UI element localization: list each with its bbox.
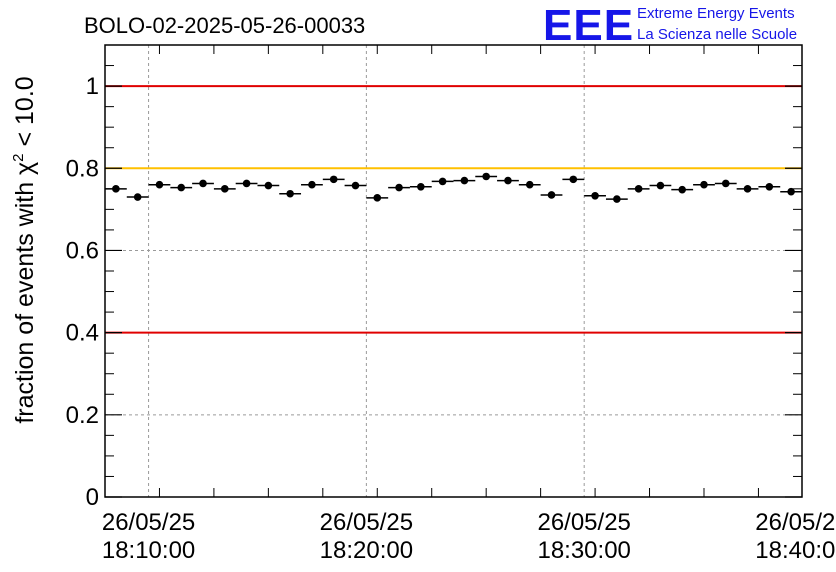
x-tick-label-time: 18:10:00 bbox=[102, 537, 195, 564]
x-tick-label-date: 26/05/25 bbox=[537, 509, 630, 536]
data-point-marker bbox=[438, 177, 447, 186]
y-tick-label: 0 bbox=[86, 484, 99, 511]
data-point-marker bbox=[591, 192, 599, 200]
data-point-marker bbox=[264, 181, 273, 190]
data-point-marker bbox=[373, 194, 382, 202]
data-point bbox=[780, 187, 802, 196]
data-point bbox=[671, 185, 694, 194]
data-point bbox=[279, 189, 302, 198]
data-point-marker bbox=[504, 176, 512, 185]
data-point-marker bbox=[569, 175, 578, 184]
y-tick-label: 1 bbox=[86, 73, 99, 100]
x-tick-label-date: 26/05/25 bbox=[755, 509, 836, 536]
data-point bbox=[192, 179, 214, 188]
data-point bbox=[409, 182, 432, 191]
data-point bbox=[366, 194, 389, 202]
data-points bbox=[105, 172, 802, 203]
data-point-marker bbox=[700, 180, 708, 189]
data-point bbox=[497, 176, 519, 185]
data-point-marker bbox=[525, 180, 534, 189]
data-point bbox=[693, 180, 715, 189]
data-point bbox=[562, 175, 585, 184]
y-tick-label: 0.2 bbox=[66, 402, 99, 429]
data-point bbox=[736, 185, 759, 193]
chart-title: BOLO-02-2025-05-26-00033 bbox=[84, 13, 365, 38]
data-point-marker bbox=[395, 183, 403, 192]
data-point-marker bbox=[112, 185, 120, 193]
data-point bbox=[714, 179, 737, 188]
x-tick-label-time: 18:20:00 bbox=[320, 537, 413, 564]
y-tick-label: 0.4 bbox=[66, 320, 99, 347]
data-point bbox=[301, 180, 323, 189]
x-tick-label-date: 26/05/25 bbox=[320, 509, 413, 536]
data-point-marker bbox=[634, 185, 643, 193]
data-point bbox=[627, 185, 650, 193]
data-point bbox=[322, 175, 345, 184]
data-point-marker bbox=[613, 195, 621, 203]
y-tick-label: 0.6 bbox=[66, 237, 99, 264]
data-point-marker bbox=[417, 182, 425, 191]
data-point bbox=[170, 183, 193, 192]
data-point bbox=[475, 172, 498, 181]
data-point-marker bbox=[678, 185, 687, 194]
data-point bbox=[518, 180, 541, 189]
data-point-marker bbox=[308, 180, 316, 189]
data-point-marker bbox=[220, 185, 229, 193]
data-point-marker bbox=[133, 193, 142, 201]
data-point bbox=[148, 180, 171, 189]
eee-logo-line1: Extreme Energy Events bbox=[637, 5, 795, 22]
data-point bbox=[235, 179, 258, 188]
data-point-marker bbox=[765, 182, 774, 191]
data-point bbox=[213, 185, 236, 193]
data-point-marker bbox=[482, 172, 490, 181]
data-point bbox=[453, 176, 476, 185]
data-point bbox=[126, 193, 149, 201]
data-point bbox=[431, 177, 454, 186]
data-point-marker bbox=[787, 187, 795, 196]
data-point-marker bbox=[286, 189, 294, 198]
data-point bbox=[257, 181, 280, 190]
data-point-marker bbox=[329, 175, 338, 184]
data-point-marker bbox=[155, 180, 164, 189]
reference-lines bbox=[105, 85, 802, 334]
y-tick-label: 0.8 bbox=[66, 155, 99, 182]
y-tick-labels: 0 0.2 0.4 0.6 0.8 1 bbox=[66, 73, 99, 511]
plot-frame bbox=[104, 44, 803, 498]
data-point-marker bbox=[199, 179, 207, 188]
data-point bbox=[388, 183, 410, 192]
data-point-marker bbox=[547, 191, 556, 199]
data-point bbox=[605, 195, 628, 203]
data-point bbox=[758, 182, 781, 191]
eee-logo: EEE Extreme Energy Events La Scienza nel… bbox=[543, 1, 797, 50]
data-point-marker bbox=[177, 183, 186, 192]
x-tick-label-time: 18:40:00 bbox=[755, 537, 836, 564]
data-point-marker bbox=[460, 176, 469, 185]
x-tick-labels: 26/05/2518:10:0026/05/2518:20:0026/05/25… bbox=[102, 509, 836, 564]
eee-logo-mark: EEE bbox=[543, 1, 634, 50]
data-point-marker bbox=[743, 185, 752, 193]
grid bbox=[105, 45, 802, 497]
data-point bbox=[344, 181, 367, 190]
data-point bbox=[584, 192, 606, 200]
data-point-marker bbox=[656, 181, 665, 190]
x-tick-label-time: 18:30:00 bbox=[537, 537, 630, 564]
x-tick-label-date: 26/05/25 bbox=[102, 509, 195, 536]
data-point bbox=[649, 181, 672, 190]
y-axis-label: fraction of events with χ2 < 10.0 bbox=[10, 76, 39, 423]
data-point bbox=[540, 191, 563, 199]
data-point-marker bbox=[242, 179, 251, 188]
data-point-marker bbox=[721, 179, 730, 188]
eee-logo-line2: La Scienza nelle Scuole bbox=[637, 26, 797, 43]
axis-ticks bbox=[104, 45, 802, 498]
data-point-marker bbox=[351, 181, 360, 190]
